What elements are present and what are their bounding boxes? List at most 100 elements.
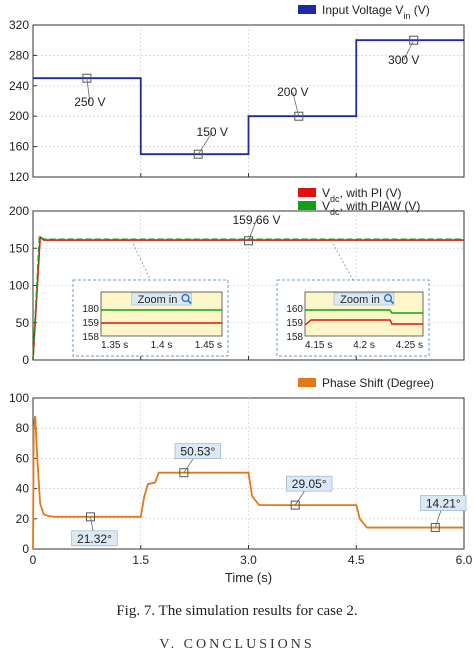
annotation-label: 50.53° — [180, 445, 215, 459]
zoom-inset-1: Zoom in 158 159 180 1.35 s 1.4 s 1.45 s — [72, 239, 229, 357]
legend-swatch-1 — [298, 378, 316, 387]
inset-line-piaw — [305, 309, 423, 314]
x-tick-label: 0 — [30, 553, 37, 567]
magnifier-lens — [181, 293, 190, 303]
annotation-label: 159.66 V — [232, 213, 280, 227]
y-tick-label: 120 — [9, 170, 29, 184]
magnifier-handle — [389, 299, 395, 305]
inset-title-box — [333, 292, 395, 306]
x-axis-label: Time (s) — [225, 570, 272, 585]
figure-caption: Fig. 7. The simulation results for case … — [116, 603, 358, 619]
annotation-leader — [197, 131, 213, 155]
y-tick-label: 240 — [9, 79, 29, 93]
y-tick-label: 0 — [22, 542, 29, 556]
annotation-box — [420, 495, 467, 511]
y-tick-label: 150 — [9, 241, 29, 255]
annotation-4: 300 V — [388, 35, 419, 67]
y-tick-label: 20 — [16, 512, 30, 526]
annotation-1: 250 V — [74, 73, 106, 109]
y-tick-label: 50 — [16, 316, 30, 330]
annotation-3: 29.05° — [286, 475, 333, 510]
inset-connector — [330, 239, 354, 281]
annotation-2: 150 V — [193, 125, 228, 159]
inset-title: Zoom in — [340, 294, 380, 306]
zoom-inset-2: Zoom in 158 159 160 4.15 s 4.2 s 4.25 s — [276, 239, 430, 357]
annotation-marker — [82, 73, 92, 83]
legend-label-1: Phase Shift (Degree) — [322, 376, 434, 390]
inset-title: Zoom in — [138, 294, 178, 306]
legend-swatch-1 — [298, 5, 316, 14]
annotation-label: 150 V — [197, 125, 228, 139]
magnifier-handle — [187, 299, 192, 305]
inset-y-label: 180 — [82, 304, 99, 315]
annotation-leader — [403, 40, 415, 61]
inset-y-label: 159 — [286, 318, 303, 329]
x-tick-label: 6.0 — [456, 553, 473, 567]
legend-swatch-1 — [298, 188, 316, 197]
magnifier-lens — [383, 293, 393, 303]
series-line-1 — [33, 39, 464, 156]
annotation-leader — [86, 78, 91, 103]
annotation-marker — [294, 111, 304, 121]
annotation-label: 14.21° — [426, 497, 461, 511]
panel-2: 0 50 100 150 200 Vdc, with PI (V)Vdc, with PI… — [9, 186, 465, 367]
annotation-leader — [292, 92, 300, 117]
y-tick-label: 200 — [9, 204, 29, 218]
inset-y-label: 160 — [286, 304, 303, 315]
y-tick-label: 40 — [16, 482, 30, 496]
legend-swatch-2 — [298, 201, 316, 210]
annotation-4: 14.21° — [420, 495, 467, 533]
series-line-1 — [32, 416, 464, 550]
annotation-marker — [409, 35, 419, 45]
annotation-label: 200 V — [277, 85, 308, 99]
x-tick-label: 1.5 — [132, 553, 149, 567]
annotation-label: 250 V — [74, 95, 105, 109]
annotation-box — [71, 530, 118, 547]
series-line-2 — [32, 234, 464, 361]
annotation-marker — [430, 523, 440, 533]
annotation-1: 21.32° — [71, 512, 118, 547]
magnifier-icon — [181, 293, 192, 305]
inset-x-label: 1.35 s — [101, 340, 128, 351]
y-tick-label: 320 — [9, 18, 29, 32]
annotation-3: 200 V — [277, 85, 308, 121]
inset-connector — [131, 239, 151, 281]
annotation-box — [174, 443, 221, 459]
panel-1: 120 160 200 240 280 320 Input Voltage Vin (V) 2… — [9, 3, 465, 184]
annotation-leader — [248, 219, 257, 241]
y-tick-label: 160 — [9, 140, 29, 154]
inset-title-box — [131, 292, 192, 306]
annotation-label: 29.05° — [292, 477, 327, 491]
inset-x-label: 1.4 s — [151, 340, 173, 351]
annotation-box — [286, 475, 333, 492]
inset-line-pi — [304, 319, 423, 326]
y-tick-label: 80 — [16, 421, 30, 435]
annotation-marker — [244, 236, 253, 246]
y-tick-label: 280 — [9, 48, 29, 62]
annotation-label: 21.32° — [77, 532, 112, 546]
inset-x-label: 4.25 s — [396, 340, 423, 351]
inset-y-label: 158 — [286, 332, 303, 343]
annotation-marker — [85, 512, 95, 522]
annotation-2: 50.53° — [174, 443, 221, 478]
inset-x-label: 1.45 s — [195, 340, 222, 351]
inset-x-label: 4.15 s — [305, 340, 332, 351]
y-tick-label: 100 — [9, 391, 29, 405]
annotation-1: 159.66 V — [232, 213, 281, 246]
magnifier-icon — [383, 293, 395, 305]
legend-label-2: Vdc, with PIAW (V) — [322, 199, 420, 217]
inset-x-label: 4.2 s — [353, 340, 375, 351]
y-tick-label: 60 — [16, 451, 30, 465]
annotation-label: 300 V — [388, 53, 419, 67]
legend-label-1: Vdc, with PI (V) — [322, 186, 402, 204]
y-tick-label: 0 — [22, 353, 29, 367]
annotation-marker — [179, 468, 189, 478]
panel-3: 0 20 40 60 80 100 0 1.5 3.0 4.5 6.0 Time (s) Phase S… — [9, 376, 473, 585]
y-tick-label: 100 — [9, 279, 29, 293]
annotation-marker — [290, 500, 300, 510]
x-tick-label: 3.0 — [240, 553, 257, 567]
inset-y-label: 158 — [82, 332, 99, 343]
legend-label-1: Input Voltage Vin (V) — [322, 3, 430, 21]
y-tick-label: 200 — [9, 109, 29, 123]
